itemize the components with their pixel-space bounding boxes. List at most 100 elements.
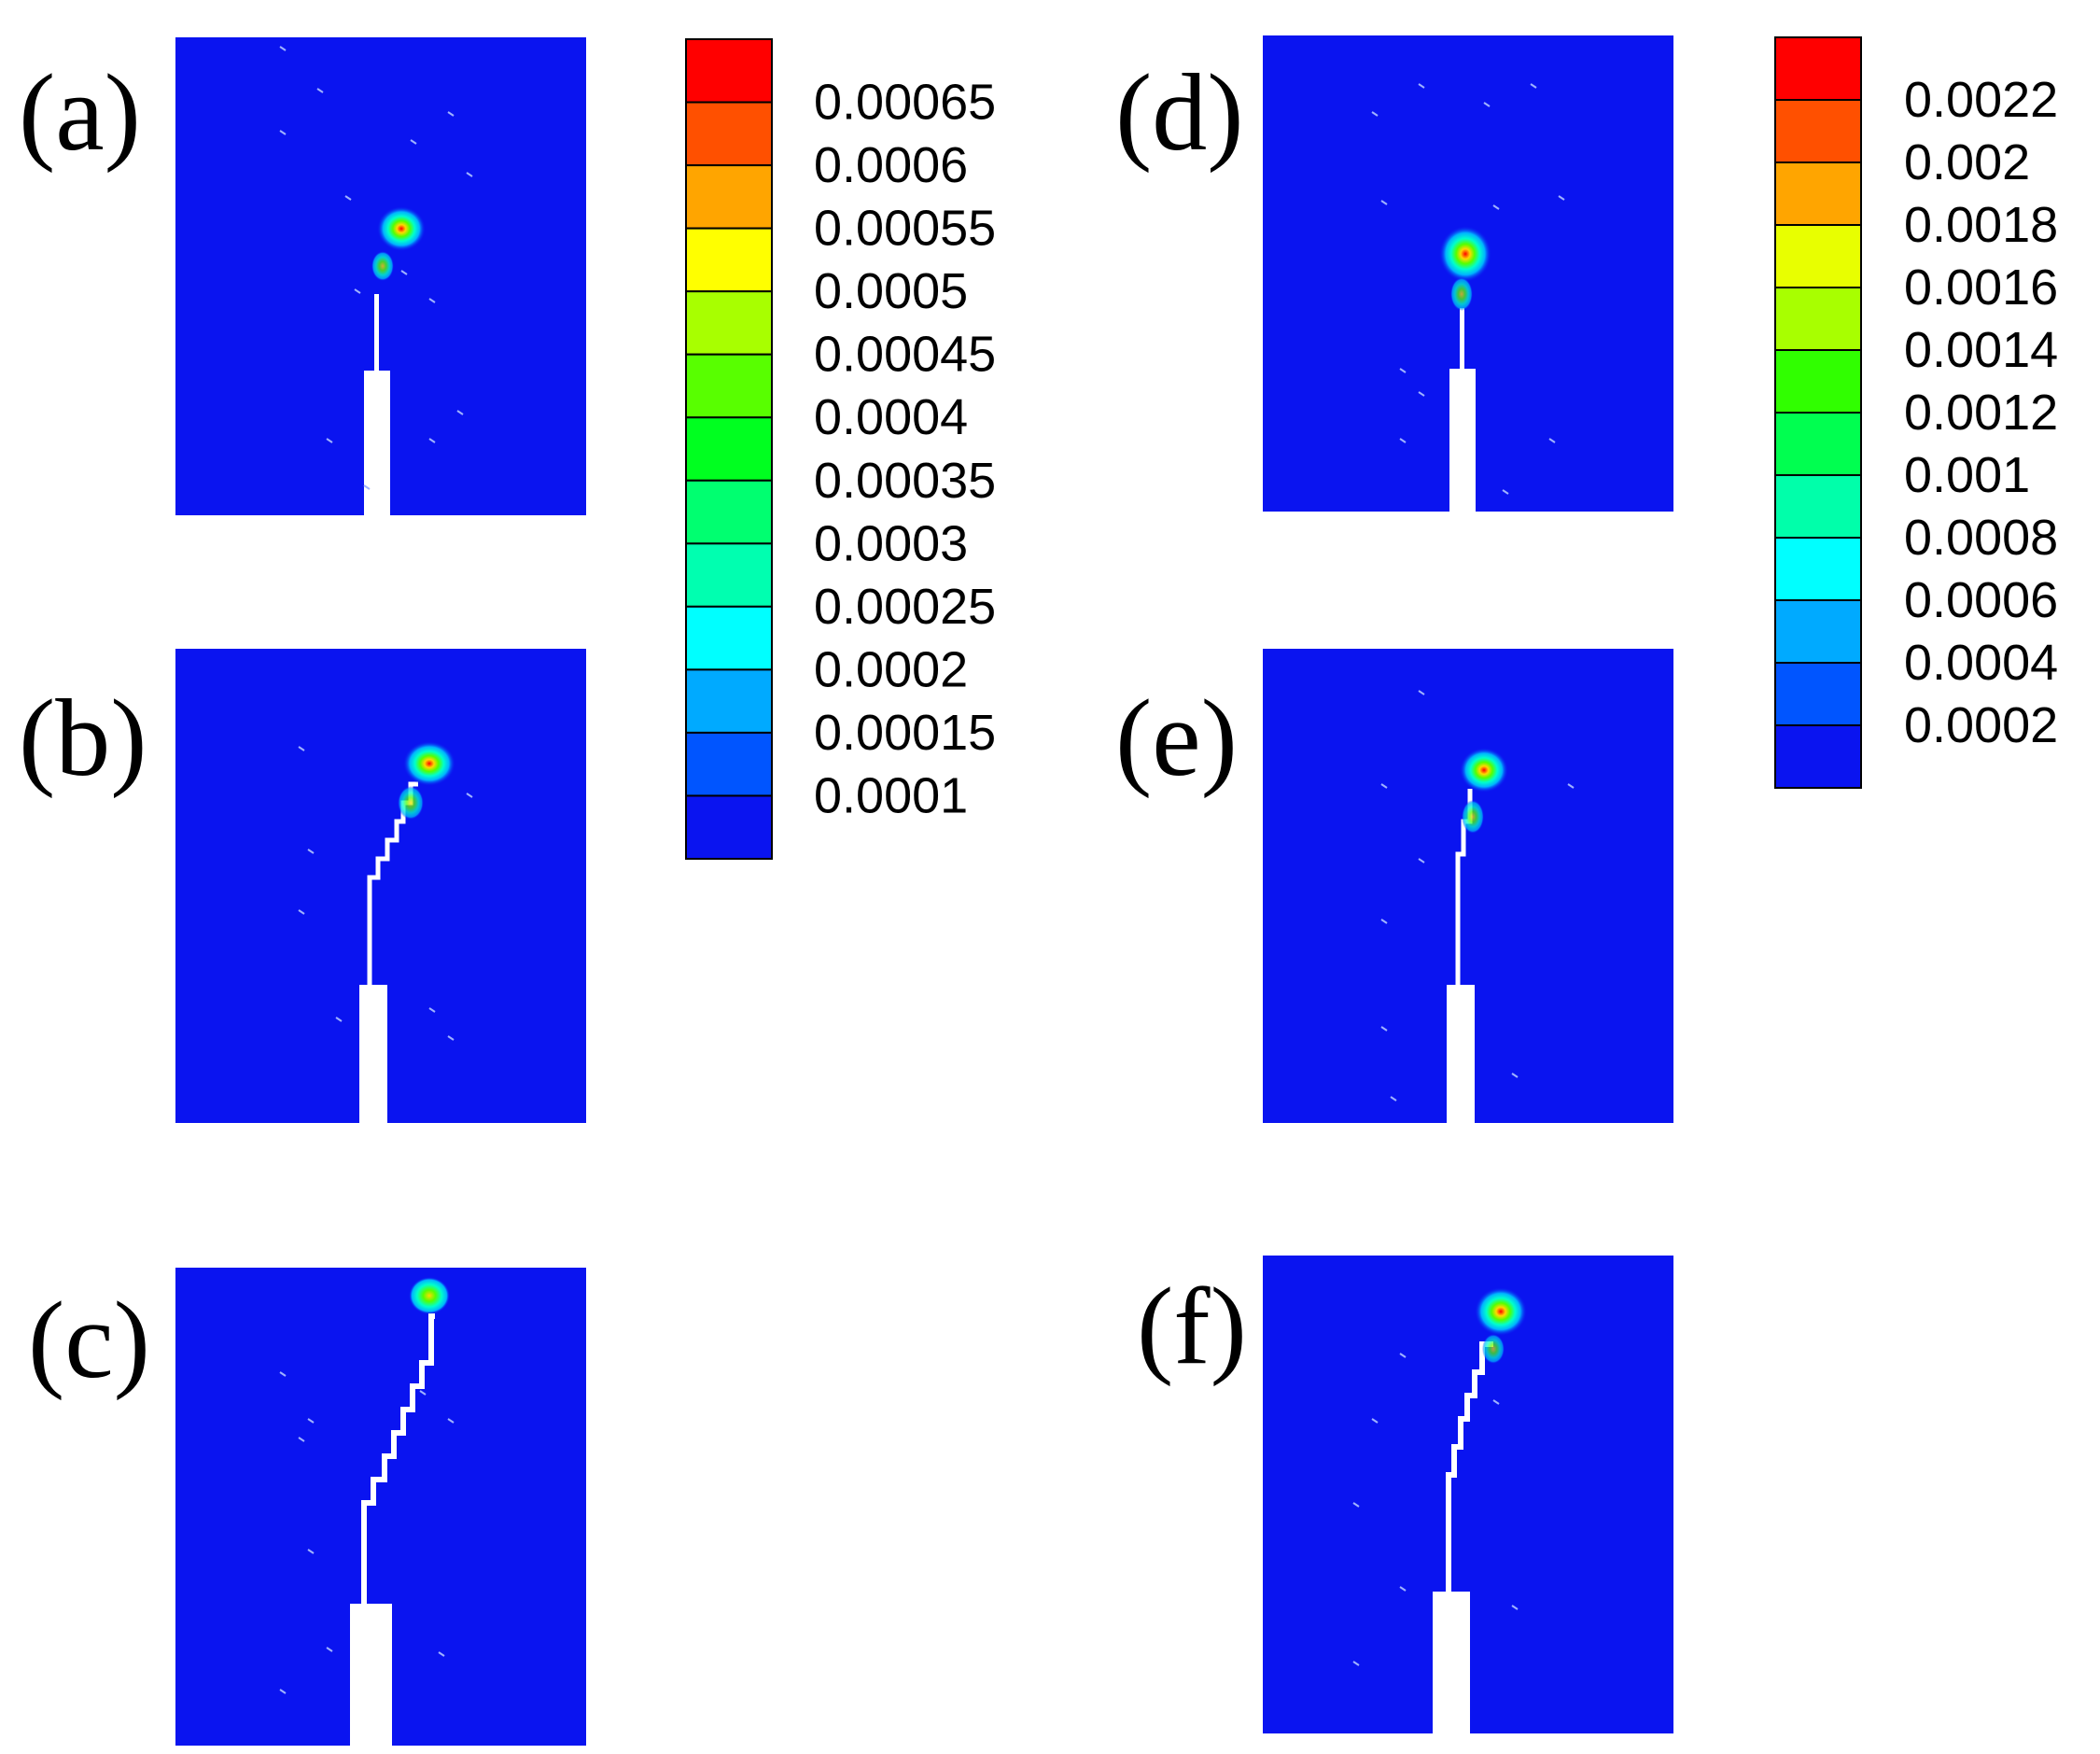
notch-c: [350, 1604, 392, 1747]
crack-path-a: [374, 294, 379, 372]
speck: [307, 1549, 315, 1554]
speck: [400, 270, 408, 275]
colorbar-right-swatch: [1774, 224, 1862, 288]
colorbar-left-tick-label: 0.0002: [814, 641, 968, 697]
hotspot-a: [377, 206, 426, 251]
speck: [447, 111, 455, 117]
speck: [428, 438, 436, 443]
colorbar-left-swatch: [685, 731, 773, 797]
speck: [1511, 1605, 1519, 1610]
speck: [279, 1689, 287, 1694]
colorbar-left-tick-label: 0.0006: [814, 137, 968, 193]
speck: [298, 1437, 305, 1442]
speck: [1390, 1096, 1397, 1102]
colorbar-left-swatch: [685, 101, 773, 167]
colorbar-left-swatch: [685, 227, 773, 293]
colorbar-right-tick-label: 0.0006: [1904, 572, 2058, 628]
colorbar-right-tick-label: 0.0004: [1904, 635, 2058, 691]
speck: [438, 1651, 445, 1657]
colorbar-right-swatch: [1774, 36, 1862, 101]
speck: [1418, 690, 1425, 695]
speck: [279, 46, 287, 51]
speck: [1567, 783, 1575, 789]
speck: [1418, 83, 1425, 89]
colorbar-right-swatch: [1774, 724, 1862, 789]
speck: [307, 849, 315, 854]
hotspot-tail-a: [371, 251, 394, 281]
colorbar-left-swatch: [685, 290, 773, 356]
hotspot-tail-d: [1450, 277, 1473, 311]
panel-label-c: (c): [28, 1279, 150, 1401]
colorbar-right-tick-label: 0.0016: [1904, 260, 2058, 316]
colorbar-left-tick-label: 0.0005: [814, 263, 968, 319]
hotspot-f: [1475, 1287, 1527, 1336]
crack-path-f: [1446, 1341, 1493, 1592]
speck: [279, 130, 287, 135]
speck: [1502, 489, 1509, 495]
colorbar-left-tick-label: 0.00055: [814, 201, 996, 257]
panel-f: [1263, 1256, 1673, 1736]
colorbar-right-swatch: [1774, 599, 1862, 664]
speck: [1399, 1353, 1407, 1358]
speck: [1418, 858, 1425, 863]
speck: [1511, 1073, 1519, 1078]
speck: [1548, 438, 1556, 443]
speck: [1399, 1586, 1407, 1592]
colorbar-right-tick-label: 0.001: [1904, 447, 2030, 503]
hotspot-b: [403, 741, 455, 786]
panel-e: [1263, 649, 1673, 1127]
speck: [1352, 1502, 1360, 1508]
crack-path-d: [1460, 308, 1464, 371]
hotspot-tail-f: [1482, 1334, 1505, 1364]
hotspot-e: [1460, 748, 1508, 793]
panel-c: [175, 1268, 586, 1747]
speck: [354, 288, 361, 294]
speck: [428, 1007, 436, 1013]
speck: [1352, 1661, 1360, 1666]
colorbar-left-swatch: [685, 164, 773, 230]
colorbar-right-swatch: [1774, 287, 1862, 351]
colorbar-left-tick-label: 0.0004: [814, 389, 968, 445]
speck: [447, 1035, 455, 1041]
speck: [1371, 111, 1379, 117]
speck: [1492, 1399, 1500, 1405]
colorbar-right: 0.0022 0.002 0.0018 0.0016 0.0014 0.0012 0.001…: [1774, 36, 2058, 789]
colorbar-right-tick-label: 0.002: [1904, 134, 2030, 190]
speck: [1399, 368, 1407, 373]
colorbar-left-swatch: [685, 38, 773, 104]
colorbar-right-swatch: [1774, 349, 1862, 414]
speck: [335, 1017, 343, 1022]
hotspot-tail-e: [1462, 800, 1484, 834]
hotspot-d: [1439, 226, 1491, 282]
speck: [466, 172, 473, 177]
colorbar-left-tick-label: 0.00065: [814, 75, 996, 131]
panel-d: [1263, 35, 1673, 515]
colorbar-right-swatch: [1774, 537, 1862, 601]
panel-label-d: (d): [1115, 51, 1244, 174]
speck: [344, 195, 352, 201]
speck: [456, 410, 464, 415]
speck: [419, 1390, 427, 1396]
speck: [279, 1371, 287, 1377]
speck: [307, 1418, 315, 1424]
panel-label-f: (f): [1137, 1265, 1247, 1387]
panel-label-b: (b): [19, 677, 147, 799]
colorbar-right-swatch: [1774, 474, 1862, 539]
speck: [1380, 200, 1388, 205]
colorbar-left-swatch: [685, 605, 773, 671]
notch-a: [364, 371, 390, 517]
colorbar-left-tick-label: 0.0001: [814, 767, 968, 823]
colorbar-left-tick-label: 0.0003: [814, 515, 968, 571]
panel-a: [175, 37, 586, 517]
speck: [410, 139, 417, 145]
colorbar-left-swatch: [685, 794, 773, 861]
colorbar-left-tick-label: 0.00015: [814, 705, 996, 761]
colorbar-right-swatch: [1774, 99, 1862, 163]
panel-label-e: (e): [1115, 677, 1238, 799]
panel-b: [175, 649, 586, 1127]
colorbar-left: 0.00065 0.0006 0.00055 0.0005 0.00045 0.0004 0…: [685, 38, 996, 861]
colorbar-right-tick-label: 0.0008: [1904, 510, 2058, 566]
speck: [447, 1418, 455, 1424]
colorbar-right-tick-label: 0.0012: [1904, 385, 2058, 441]
